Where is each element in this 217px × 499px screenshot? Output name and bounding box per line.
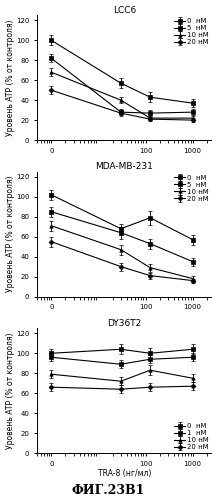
Legend: 0  нМ, 1  нМ, 10 нМ, 20 нМ: 0 нМ, 1 нМ, 10 нМ, 20 нМ: [174, 423, 209, 451]
Y-axis label: Уровень ATP (% от контроля): Уровень ATP (% от контроля): [6, 176, 15, 292]
Y-axis label: Уровень ATP (% от контроля): Уровень ATP (% от контроля): [6, 19, 15, 136]
Y-axis label: Уровень ATP (% от контроля): Уровень ATP (% от контроля): [6, 332, 15, 449]
Legend: 0  нМ, 5  нМ, 10 нМ, 20 нМ: 0 нМ, 5 нМ, 10 нМ, 20 нМ: [174, 174, 209, 203]
Title: DY36T2: DY36T2: [107, 318, 141, 327]
Legend: 0  нМ, 5  нМ, 10 нМ, 20 нМ: 0 нМ, 5 нМ, 10 нМ, 20 нМ: [174, 17, 209, 46]
Title: MDA-MB-231: MDA-MB-231: [95, 162, 153, 171]
Title: LCC6: LCC6: [113, 5, 136, 14]
X-axis label: TRA-8 (нг/мл): TRA-8 (нг/мл): [98, 470, 151, 479]
Text: ФИГ.23В1: ФИГ.23В1: [72, 484, 145, 497]
